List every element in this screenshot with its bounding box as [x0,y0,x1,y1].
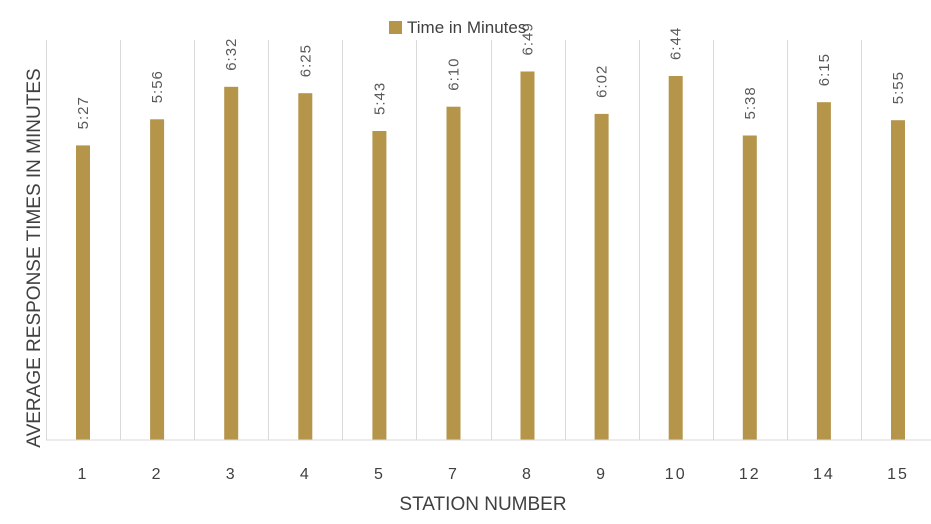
x-tick-label-4: 4 [300,466,311,483]
bar-station-10 [669,76,683,440]
bar-station-4 [298,93,312,440]
data-label-station-3: 6:32 [223,38,240,71]
x-tick-label-3: 3 [226,466,237,483]
data-label-station-1: 5:27 [75,96,92,129]
bar-station-14 [817,102,831,440]
data-label-station-5: 5:43 [371,82,388,115]
gridlines [47,40,931,440]
x-tick-label-12: 12 [739,466,761,483]
x-tick-label-7: 7 [448,466,459,483]
x-tick-label-14: 14 [813,466,835,483]
bar-station-3 [224,87,238,440]
bar-station-15 [891,120,905,440]
bar-station-5 [372,131,386,440]
x-tick-label-5: 5 [374,466,385,483]
bar-station-1 [76,145,90,440]
data-label-station-2: 5:56 [149,70,166,103]
x-tick-label-1: 1 [78,466,89,483]
x-tick-label-8: 8 [522,466,533,483]
x-axis-title: STATION NUMBER [399,494,566,515]
x-tick-label-10: 10 [665,466,687,483]
legend: Time in Minutes [389,18,526,37]
data-label-station-9: 6:02 [594,65,611,98]
data-label-station-7: 6:10 [446,57,463,90]
bar-station-9 [595,114,609,440]
data-label-station-10: 6:44 [668,27,685,60]
bar-station-12 [743,136,757,441]
bar-station-7 [447,107,461,440]
data-label-station-4: 6:25 [297,44,314,77]
data-label-station-15: 5:55 [890,71,907,104]
y-axis-title: AVERAGE RESPONSE TIMES IN MINUTES [24,68,45,447]
x-tick-label-2: 2 [152,466,163,483]
x-tick-label-9: 9 [596,466,607,483]
x-tick-label-15: 15 [887,466,909,483]
legend-swatch [389,21,402,34]
legend-label: Time in Minutes [407,18,526,37]
bar-station-2 [150,119,164,440]
bars [76,72,905,441]
data-label-station-12: 5:38 [742,86,759,119]
data-label-station-14: 6:15 [816,53,833,86]
bar-station-8 [521,72,535,441]
